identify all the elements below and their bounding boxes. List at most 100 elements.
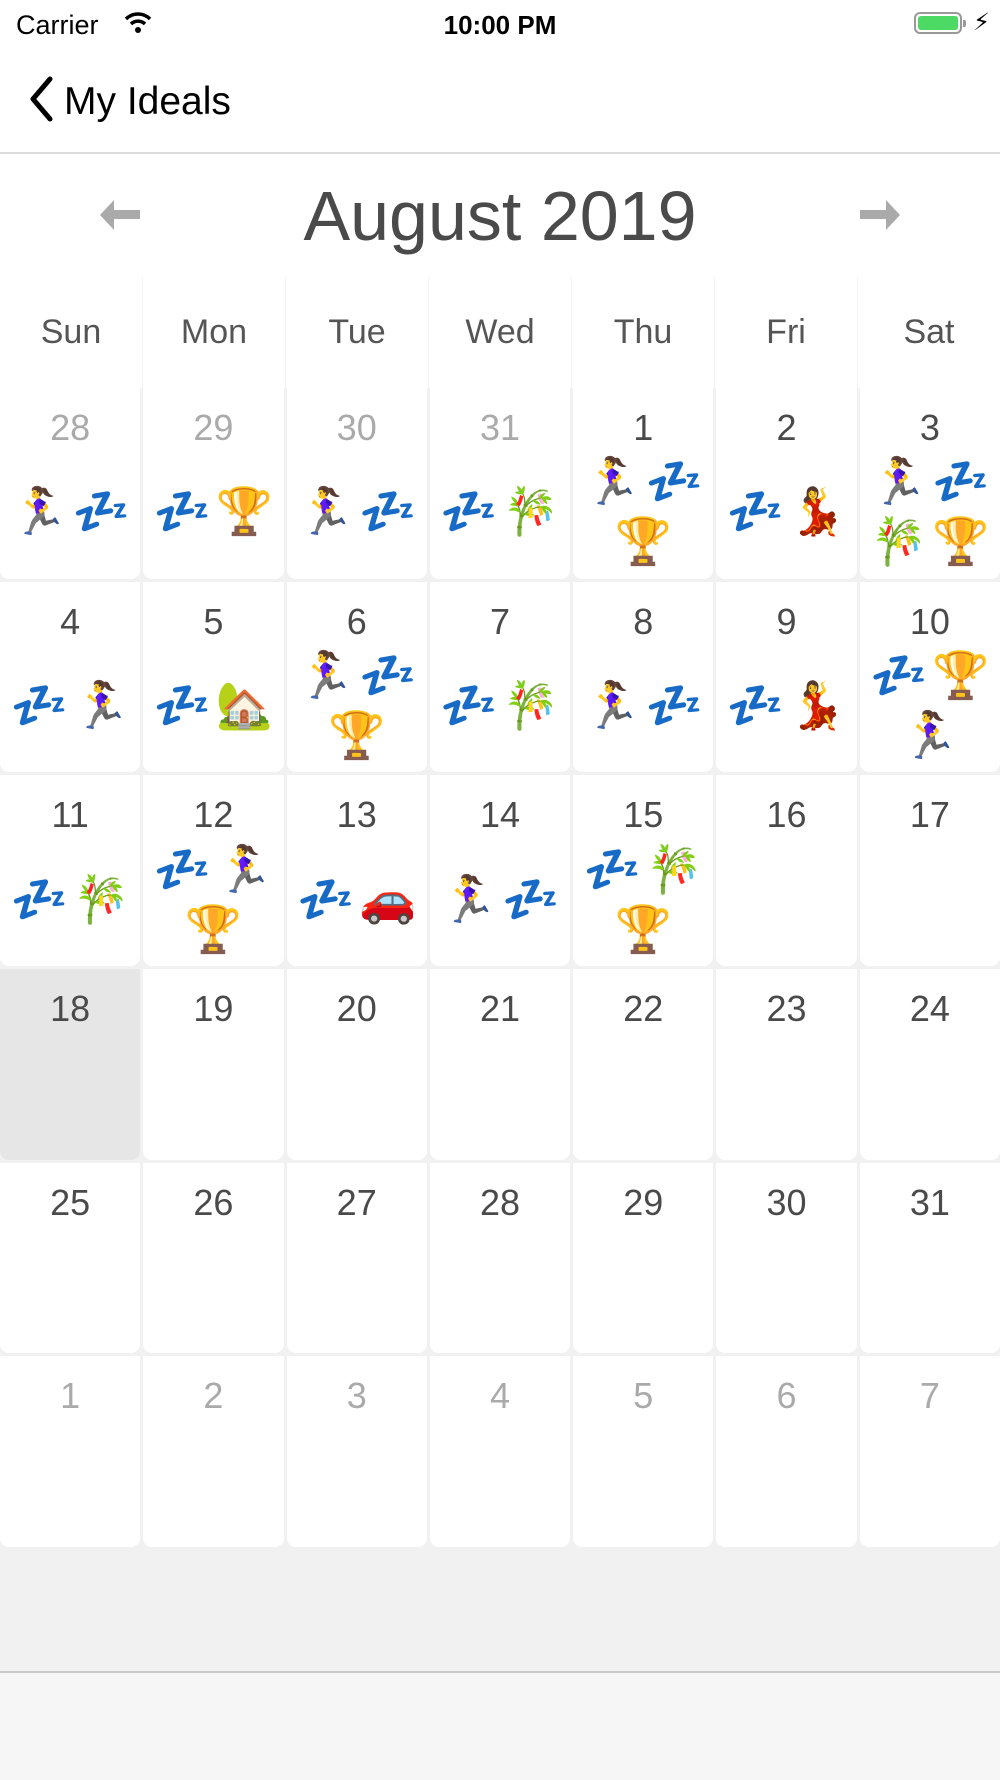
day-cell[interactable]: 3 🏃‍♀️ 💤 🎋 🏆 xyxy=(859,388,1000,579)
day-cell[interactable]: 16 xyxy=(716,775,857,966)
idea-emoji-icon: 🏃‍♀️ xyxy=(297,485,355,538)
idea-emoji-icon: 🏃‍♀️ xyxy=(901,708,959,761)
day-cell[interactable]: 2 xyxy=(143,1356,284,1547)
day-cell[interactable]: 14 🏃‍♀️ 💤 xyxy=(429,775,571,966)
day-cell[interactable]: 29 💤 🏆 xyxy=(143,388,284,579)
day-cell[interactable]: 11 💤 🎋 xyxy=(0,775,141,966)
day-number: 31 xyxy=(479,407,521,448)
idea-emojis xyxy=(716,1416,856,1547)
day-number: 3 xyxy=(346,1375,367,1417)
bottom-toolbar xyxy=(0,1671,1000,1780)
day-cell[interactable]: 19 xyxy=(143,969,284,1160)
day-cell[interactable]: 7 💤 🎋 xyxy=(429,581,571,773)
day-cell[interactable]: 28 🏃‍♀️ 💤 xyxy=(0,388,141,579)
day-cell[interactable]: 31 💤 🎋 xyxy=(429,388,571,579)
day-cell[interactable]: 9 💤 💃 xyxy=(716,581,857,773)
arrow-left-icon[interactable] xyxy=(98,198,142,237)
day-cell[interactable]: 1 🏃‍♀️ 💤 🏆 xyxy=(573,388,714,579)
idea-emojis: 🏃‍♀️ 💤 xyxy=(430,835,570,966)
idea-emoji-icon: 🎋 xyxy=(645,842,703,895)
idea-emoji-icon: 💤 xyxy=(440,678,498,731)
day-cell[interactable]: 30 xyxy=(716,1162,857,1354)
day-cell[interactable]: 31 xyxy=(859,1162,1000,1354)
idea-emoji-icon: 🏡 xyxy=(215,678,274,731)
day-cell[interactable]: 29 xyxy=(573,1162,714,1354)
day-cell[interactable]: 5 💤 🏡 xyxy=(143,581,284,773)
idea-emojis: 💤 🎋 xyxy=(0,835,140,966)
day-cell[interactable]: 23 xyxy=(716,969,857,1160)
idea-emoji-icon: 💃 xyxy=(788,678,847,731)
idea-emojis: 💤 🎋 🏆 xyxy=(573,835,713,966)
day-number: 7 xyxy=(489,600,510,642)
idea-emojis xyxy=(430,1029,570,1160)
day-cell[interactable]: 15 💤 🎋 🏆 xyxy=(573,775,714,966)
back-button[interactable]: My Ideals xyxy=(28,76,231,127)
weekday-sun: Sun xyxy=(0,276,143,388)
back-label: My Ideals xyxy=(64,79,231,123)
day-number: 23 xyxy=(766,988,807,1029)
day-cell[interactable]: 7 xyxy=(859,1356,1000,1547)
battery-icon xyxy=(914,12,966,34)
idea-emojis xyxy=(573,1416,713,1547)
day-cell[interactable]: 3 xyxy=(286,1356,427,1547)
idea-emoji-icon: 💤 xyxy=(10,872,68,925)
day-cell[interactable]: 6 🏃‍♀️ 💤 🏆 xyxy=(286,581,427,773)
arrow-right-icon[interactable] xyxy=(858,198,902,237)
day-cell[interactable]: 10 💤 🏆 🏃‍♀️ xyxy=(859,581,1000,773)
day-cell[interactable]: 25 xyxy=(0,1162,141,1354)
day-cell-today[interactable]: 18 xyxy=(0,969,141,1160)
day-cell[interactable]: 12 💤 🏃‍♀️ 🏆 xyxy=(143,775,284,966)
day-cell[interactable]: 1 xyxy=(0,1356,141,1547)
day-cell[interactable]: 4 xyxy=(429,1356,571,1547)
day-cell[interactable]: 17 xyxy=(859,775,1000,966)
day-number: 4 xyxy=(60,600,81,642)
day-number: 10 xyxy=(909,600,950,642)
weekday-header: Sun Mon Tue Wed Thu Fri Sat xyxy=(0,276,1000,388)
day-cell[interactable]: 6 xyxy=(716,1356,857,1547)
calendar-grid: 28 🏃‍♀️ 💤 29 💤 🏆 30 🏃‍♀️ 💤 31 💤 🎋 1 🏃‍♀️ 💤 🏆 2 💤 💃 3 🏃‍♀️ 💤 🎋 🏆… xyxy=(0,388,1000,1547)
idea-emojis xyxy=(860,1223,1000,1354)
day-number: 2 xyxy=(203,1375,224,1417)
day-number: 1 xyxy=(633,407,654,448)
day-cell[interactable]: 20 xyxy=(286,969,427,1160)
idea-emojis xyxy=(0,1416,140,1547)
day-cell[interactable]: 22 xyxy=(573,969,714,1160)
day-cell[interactable]: 13 💤 🚗 xyxy=(286,775,427,966)
day-cell[interactable]: 2 💤 💃 xyxy=(716,388,857,579)
idea-emoji-icon: 💤 xyxy=(359,485,417,538)
status-bar: Carrier 10:00 PM ⚡︎ xyxy=(0,0,1000,50)
day-cell[interactable]: 27 xyxy=(286,1162,427,1354)
day-cell[interactable]: 26 xyxy=(143,1162,284,1354)
day-number: 3 xyxy=(919,407,940,448)
day-number: 13 xyxy=(336,794,377,836)
idea-emojis xyxy=(573,1029,713,1160)
day-number: 14 xyxy=(479,794,521,836)
day-cell[interactable]: 21 xyxy=(429,969,571,1160)
day-number: 1 xyxy=(60,1375,81,1417)
day-number: 29 xyxy=(623,1181,664,1223)
wifi-icon xyxy=(124,10,152,39)
clock: 10:00 PM xyxy=(443,10,557,40)
day-cell[interactable]: 28 xyxy=(429,1162,571,1354)
day-cell[interactable]: 24 xyxy=(859,969,1000,1160)
day-number: 28 xyxy=(50,407,91,448)
weekday-sat: Sat xyxy=(903,313,955,351)
day-number: 4 xyxy=(489,1375,510,1417)
day-number: 15 xyxy=(623,794,664,836)
idea-emoji-icon: 💤 xyxy=(359,648,417,701)
idea-emoji-icon: 🏃‍♀️ xyxy=(297,648,355,701)
idea-emoji-icon: 🏃‍♀️ xyxy=(870,455,928,508)
day-cell[interactable]: 8 🏃‍♀️ 💤 xyxy=(573,581,714,773)
idea-emojis: 💤 🏆 xyxy=(143,448,283,579)
day-number: 20 xyxy=(336,988,377,1029)
idea-emojis: 🏃‍♀️ 💤 xyxy=(573,642,713,773)
idea-emoji-icon: 💤 xyxy=(645,455,703,508)
day-number: 26 xyxy=(193,1181,234,1223)
chevron-left-icon xyxy=(28,76,54,127)
day-number: 22 xyxy=(623,988,664,1029)
idea-emojis xyxy=(287,1416,427,1547)
day-cell[interactable]: 30 🏃‍♀️ 💤 xyxy=(286,388,427,579)
day-cell[interactable]: 4 💤 🏃‍♀️ xyxy=(0,581,141,773)
day-cell[interactable]: 5 xyxy=(573,1356,714,1547)
idea-emoji-icon: 🎋 xyxy=(502,678,560,731)
